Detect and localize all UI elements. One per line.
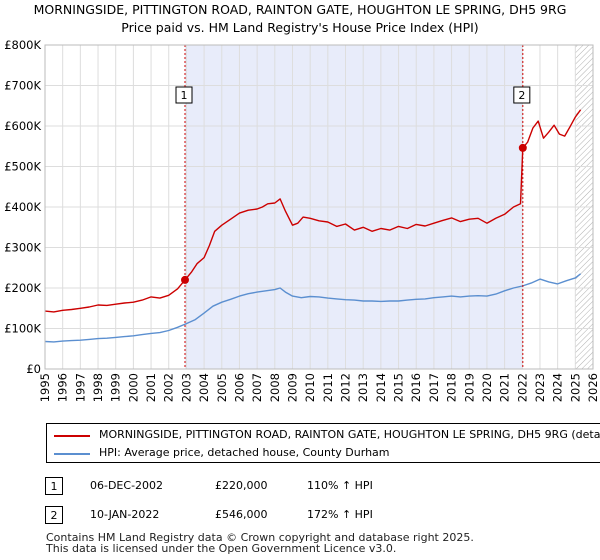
legend-swatch-property: [54, 435, 90, 437]
x-tick-label: 2019: [462, 373, 476, 402]
x-tick-label: 2024: [551, 373, 565, 402]
x-tick-label: 2007: [250, 373, 264, 402]
x-tick-label: 1996: [56, 373, 70, 402]
y-tick-label: £300K: [4, 241, 41, 255]
y-tick-label: £700K: [4, 79, 41, 93]
x-tick-label: 2003: [179, 373, 193, 402]
sale-point-1: [181, 275, 190, 284]
x-tick-label: 2017: [427, 373, 441, 402]
x-tick-label: 2012: [339, 373, 353, 402]
legend-swatch-hpi: [54, 453, 90, 455]
sale-hpi-2: 172% ↑ HPI: [307, 508, 373, 521]
sale-row-2: 2 10-JAN-2022 £546,000 172% ↑ HPI: [0, 506, 600, 528]
sale-date-1: 06-DEC-2002: [90, 479, 164, 492]
x-tick-label: 1998: [91, 373, 105, 402]
x-tick-label: 2005: [215, 373, 229, 402]
sale-badge-1: 1: [45, 477, 63, 495]
x-tick-label: 2004: [197, 373, 211, 402]
x-tick-label: 2022: [515, 373, 529, 402]
y-tick-label: £500K: [4, 160, 41, 174]
chart-title: MORNINGSIDE, PITTINGTON ROAD, RAINTON GA…: [33, 2, 567, 17]
x-tick-label: 2002: [162, 373, 176, 402]
footer-licence: This data is licensed under the Open Gov…: [46, 542, 397, 555]
x-tick-label: 2026: [586, 373, 600, 402]
sale-date-2: 10-JAN-2022: [90, 508, 160, 521]
price-chart: 1 2 £0 £100K £200K £300K £400K £500K £600K £700K…: [4, 38, 600, 402]
legend-label-hpi: HPI: Average price, detached house, Coun…: [99, 446, 390, 459]
hpi-line: [44, 273, 582, 343]
sale-point-2: [518, 143, 527, 152]
sale-row-1: 1 06-DEC-2002 £220,000 110% ↑ HPI: [0, 477, 600, 499]
sale-price-2: £546,000: [215, 508, 268, 521]
x-tick-label: 2021: [498, 373, 512, 402]
x-tick-label: 2008: [268, 373, 282, 402]
x-tick-label: 2006: [232, 373, 246, 402]
legend-label-property: MORNINGSIDE, PITTINGTON ROAD, RAINTON GA…: [99, 428, 600, 441]
x-tick-label: 2013: [356, 373, 370, 402]
x-tick-label: 1997: [73, 373, 87, 402]
sale-badge-2: 2: [45, 506, 63, 524]
plot-frame: [44, 44, 594, 370]
x-tick-label: 2023: [533, 373, 547, 402]
property-price-line: [44, 109, 582, 313]
sale-marker-box-2: [513, 86, 531, 104]
sale-price-1: £220,000: [215, 479, 268, 492]
x-tick-label: 2014: [374, 373, 388, 402]
x-tick-label: 2001: [144, 373, 158, 402]
x-tick-label: 2015: [392, 373, 406, 402]
x-tick-label: 2025: [568, 373, 582, 402]
x-tick-label: 2011: [321, 373, 335, 402]
y-tick-label: £800K: [4, 38, 41, 52]
y-tick-label: £400K: [4, 200, 41, 214]
sale-marker-label-1: 1: [181, 89, 188, 102]
x-tick-label: 2000: [126, 373, 140, 402]
y-tick-label: £200K: [4, 281, 41, 295]
footer-copyright: Contains HM Land Registry data © Crown c…: [46, 531, 474, 544]
sale-marker-label-2: 2: [518, 89, 525, 102]
sale-marker-box-1: [175, 86, 193, 104]
sale-hpi-1: 110% ↑ HPI: [307, 479, 373, 492]
chart-subtitle: Price paid vs. HM Land Registry's House …: [121, 20, 479, 35]
x-tick-label: 2010: [303, 373, 317, 402]
x-tick-label: 1999: [109, 373, 123, 402]
x-tick-label: 2018: [445, 373, 459, 402]
x-tick-label: 2009: [285, 373, 299, 402]
x-tick-label: 2016: [409, 373, 423, 402]
chart-legend: MORNINGSIDE, PITTINGTON ROAD, RAINTON GA…: [46, 423, 600, 463]
y-tick-label: £0: [26, 362, 41, 376]
y-tick-label: £600K: [4, 119, 41, 133]
x-tick-label: 1995: [38, 373, 52, 402]
x-tick-label: 2020: [480, 373, 494, 402]
y-tick-label: £100K: [4, 322, 41, 336]
